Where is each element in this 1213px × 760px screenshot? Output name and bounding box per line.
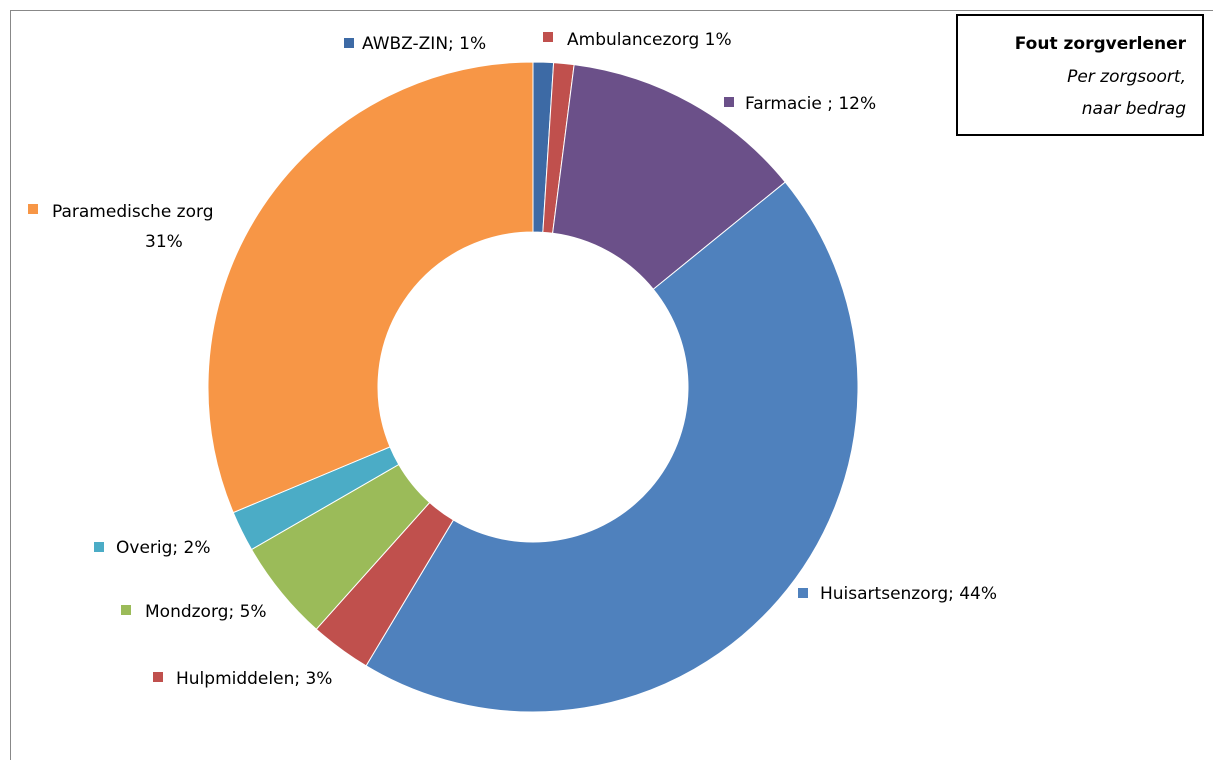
legend-swatch <box>724 97 734 107</box>
data-label: Hulpmiddelen; 3% <box>176 669 332 689</box>
title-box <box>956 14 1204 136</box>
legend-swatch <box>28 204 38 214</box>
slice <box>365 181 859 713</box>
legend-swatch <box>543 32 553 42</box>
donut <box>207 61 859 713</box>
data-label: Mondzorg; 5% <box>145 602 267 622</box>
chart-subtitle: naar bedrag <box>1082 99 1186 119</box>
legend-swatch <box>344 38 354 48</box>
data-label: Farmacie ; 12% <box>745 94 876 114</box>
data-label: Overig; 2% <box>116 538 211 558</box>
slice <box>207 61 534 514</box>
chart-subtitle: Per zorgsoort, <box>1067 67 1186 87</box>
legend-swatch <box>798 588 808 598</box>
legend-swatch <box>94 542 104 552</box>
data-label: Paramedische zorg 31% <box>52 202 214 252</box>
legend-swatch <box>121 605 131 615</box>
slice <box>552 64 786 290</box>
data-label: Huisartsenzorg; 44% <box>820 584 997 604</box>
legend-swatch <box>153 672 163 682</box>
data-label: Ambulancezorg 1% <box>567 30 732 50</box>
data-label: AWBZ-ZIN; 1% <box>362 34 486 54</box>
chart-frame <box>10 10 1213 760</box>
chart-title: Fout zorgverlener <box>1015 34 1187 54</box>
